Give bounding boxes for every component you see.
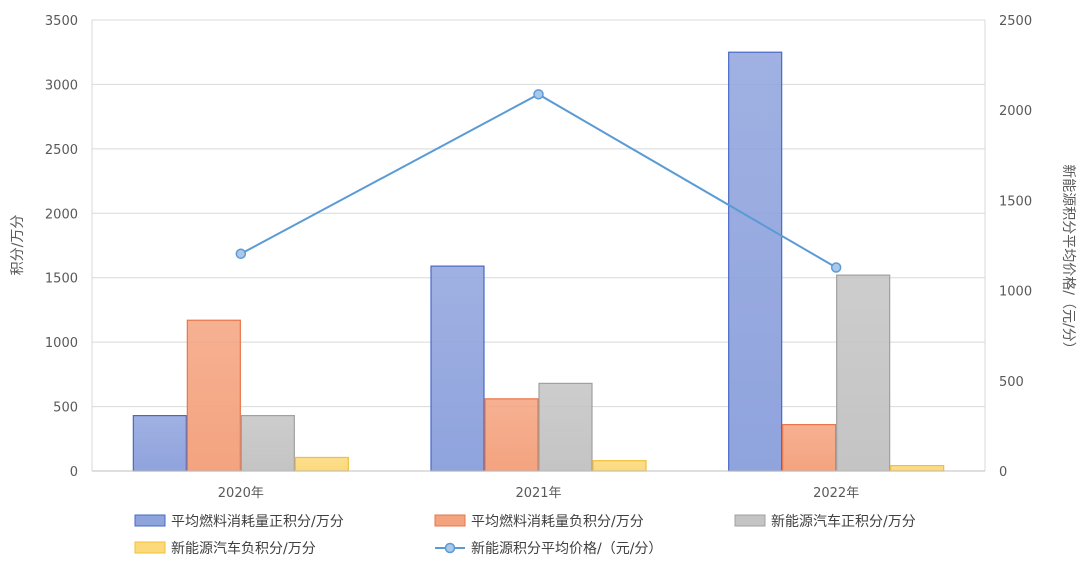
y-axis-right-title: 新能源积分平均价格/（元/分）: [1060, 164, 1076, 355]
x-tick-label: 2022年: [813, 486, 859, 501]
bar: [728, 51, 783, 472]
y-left-tick-label: 3500: [45, 14, 78, 29]
legend-label: 新能源汽车正积分/万分: [771, 513, 916, 530]
bar: [592, 460, 647, 472]
y-axis-left-title: 积分/万分: [10, 215, 26, 276]
y-right-tick-label: 500: [999, 375, 1024, 390]
axes: 0 500 1000 1500 2000 2500 3000 3500 0 500 1000 1500…: [45, 14, 1032, 501]
legend-swatch: [134, 541, 166, 554]
legend-swatch: [434, 514, 466, 527]
bar: [890, 464, 945, 472]
legend-marker: [444, 542, 456, 554]
y-left-tick-label: 1000: [45, 336, 78, 351]
y-left-tick-label: 2000: [45, 207, 78, 222]
y-right-tick-label: 1000: [999, 285, 1032, 300]
price-point: [235, 248, 247, 260]
y-left-tick-label: 1500: [45, 272, 78, 287]
bar: [430, 265, 485, 472]
bars: [132, 51, 945, 472]
bar: [484, 398, 539, 472]
y-left-tick-label: 0: [70, 465, 78, 480]
legend-swatch: [734, 514, 766, 527]
x-tick-label: 2020年: [218, 486, 264, 501]
price-point: [533, 89, 544, 100]
y-left-tick-label: 3000: [45, 78, 78, 93]
y-left-tick-label: 500: [53, 401, 78, 416]
legend: 平均燃料消耗量正积分/万分 平均燃料消耗量负积分/万分 新能源汽车正积分/万分新能源…: [134, 513, 916, 557]
y-right-tick-label: 2000: [999, 104, 1032, 119]
bar: [186, 319, 241, 472]
bar: [132, 414, 187, 472]
bar: [240, 414, 295, 472]
y-right-tick-label: 1500: [999, 194, 1032, 209]
bar: [294, 456, 349, 472]
legend-swatch: [134, 514, 166, 527]
bar: [782, 424, 837, 472]
price-line: [235, 89, 842, 273]
bar: [538, 382, 593, 472]
legend-label: 新能源积分平均价格/（元/分）: [471, 541, 662, 557]
legend-label: 新能源汽车负积分/万分: [171, 540, 316, 557]
y-right-tick-label: 2500: [999, 14, 1032, 29]
x-tick-label: 2021年: [515, 486, 561, 501]
y-right-tick-label: 0: [999, 465, 1007, 480]
price-point: [830, 262, 842, 273]
legend-label: 平均燃料消耗量负积分/万分: [471, 513, 644, 530]
legend-label: 平均燃料消耗量正积分/万分: [171, 513, 344, 530]
bar: [836, 274, 891, 472]
y-left-tick-label: 2500: [45, 143, 78, 158]
